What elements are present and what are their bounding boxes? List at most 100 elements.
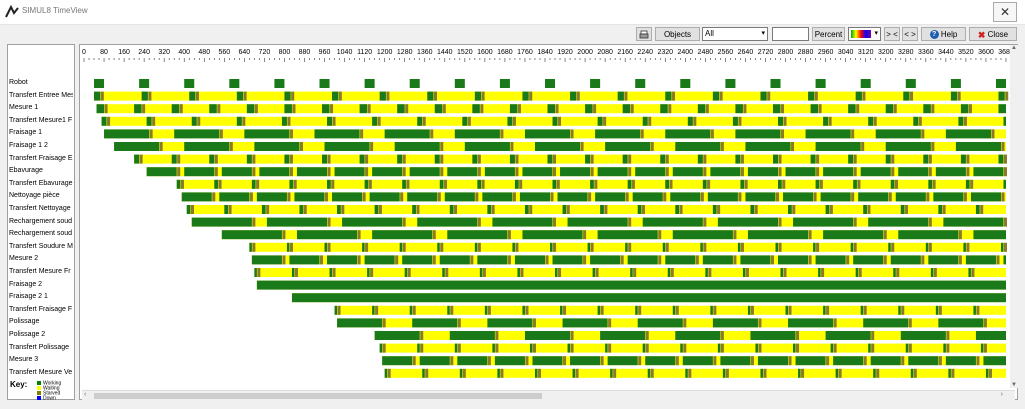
starved-segment [928, 242, 932, 252]
starved-segment [713, 305, 717, 315]
starved-segment [252, 242, 256, 252]
working-segment [572, 368, 576, 378]
working-segment [522, 230, 583, 240]
horizontal-scroll-thumb[interactable] [94, 393, 542, 399]
starved-segment [331, 179, 335, 189]
working-segment [412, 205, 416, 214]
scroll-left-icon[interactable]: ‹ [84, 391, 87, 398]
search-input[interactable] [772, 27, 809, 41]
working-segment [770, 79, 781, 88]
close-button[interactable]: ✖ Close [969, 27, 1017, 41]
working-segment [229, 79, 240, 88]
working-segment [437, 242, 440, 252]
starved-segment [931, 104, 935, 114]
working-segment [482, 192, 513, 202]
percent-button[interactable]: Percent [812, 27, 845, 41]
working-segment [913, 116, 919, 126]
row-label: Transfert Mesure Fr [9, 268, 71, 275]
working-segment [397, 154, 403, 164]
help-button[interactable]: ? Help [921, 27, 966, 41]
working-segment [409, 79, 420, 88]
starved-segment [515, 154, 519, 164]
row-label: Fraisage 1 [9, 129, 43, 137]
working-segment [772, 104, 781, 114]
starved-segment [679, 205, 683, 214]
working-segment [570, 356, 601, 366]
x-tick-label: 3360 [918, 49, 934, 56]
starved-segment [365, 242, 369, 252]
x-tick-label: 3120 [858, 49, 874, 56]
zoom-out-button[interactable]: < > [902, 27, 918, 41]
working-segment [284, 154, 290, 164]
working-segment [332, 91, 339, 101]
starved-segment [228, 205, 232, 214]
horizontal-scrollbar[interactable]: ‹ › [82, 390, 1015, 401]
working-segment [973, 167, 1004, 177]
working-segment [512, 242, 515, 252]
starved-segment [693, 116, 697, 126]
x-tick-label: 3600 [978, 49, 994, 56]
working-segment [788, 318, 834, 328]
starved-segment [968, 104, 972, 114]
working-segment [101, 116, 107, 126]
starved-segment [477, 154, 481, 164]
starved-segment [287, 116, 291, 126]
starved-segment [750, 356, 754, 366]
starved-segment [829, 205, 833, 214]
timeline-chart[interactable]: 0 80 160 240 320 400 480 560 640 720 800 880 960 1040… [79, 44, 1018, 400]
vertical-scrollbar[interactable]: ▲ ▼ [1010, 45, 1018, 388]
object-filter-select[interactable]: All ▾ [702, 27, 768, 41]
working-segment [447, 230, 508, 240]
starved-segment [219, 129, 223, 139]
scroll-right-icon[interactable]: › [1000, 391, 1003, 398]
working-segment [945, 129, 991, 139]
starved-segment [450, 356, 454, 366]
working-segment [329, 268, 333, 277]
starved-segment [242, 116, 246, 126]
working-segment [459, 368, 463, 378]
working-segment [712, 205, 717, 214]
starved-segment [553, 154, 557, 164]
working-segment [219, 192, 250, 202]
x-tick-label: 3040 [838, 49, 854, 56]
working-segment [254, 268, 257, 277]
window-close-icon[interactable]: ✕ [993, 2, 1017, 22]
working-segment [514, 255, 545, 265]
starved-segment [783, 116, 787, 126]
print-button[interactable] [636, 27, 652, 41]
working-segment [717, 343, 721, 353]
working-segment [402, 255, 433, 265]
starved-segment [600, 356, 604, 366]
starved-segment [717, 205, 721, 214]
working-segment [935, 305, 939, 315]
working-segment [447, 167, 478, 177]
starved-segment [437, 192, 441, 202]
row-label: Mesure 2 [9, 255, 39, 263]
starved-segment [500, 129, 504, 139]
starved-segment [357, 230, 361, 240]
working-segment [534, 142, 581, 151]
working-segment [732, 116, 738, 126]
objects-button[interactable]: Objects [655, 27, 700, 41]
working-segment [562, 205, 567, 214]
zoom-in-button[interactable]: > < [884, 27, 900, 41]
starved-segment [179, 104, 183, 114]
working-segment [332, 192, 363, 202]
scroll-up-icon[interactable]: ▲ [1011, 45, 1017, 51]
x-tick-label: 880 [299, 49, 311, 56]
row-label: Fraisage 2 1 [9, 293, 48, 301]
working-segment [930, 268, 934, 277]
scroll-down-icon[interactable]: ▼ [1011, 382, 1017, 388]
working-segment [637, 205, 642, 214]
working-segment [555, 268, 558, 277]
working-segment [943, 217, 1004, 227]
color-scheme-select[interactable]: ▾ [848, 27, 881, 41]
starved-segment [665, 167, 669, 177]
starved-segment [788, 356, 792, 366]
working-segment [547, 104, 556, 114]
working-segment [324, 142, 370, 151]
working-segment [750, 205, 755, 214]
starved-segment [190, 205, 194, 214]
working-segment [823, 305, 826, 315]
help-icon: ? [929, 30, 939, 40]
